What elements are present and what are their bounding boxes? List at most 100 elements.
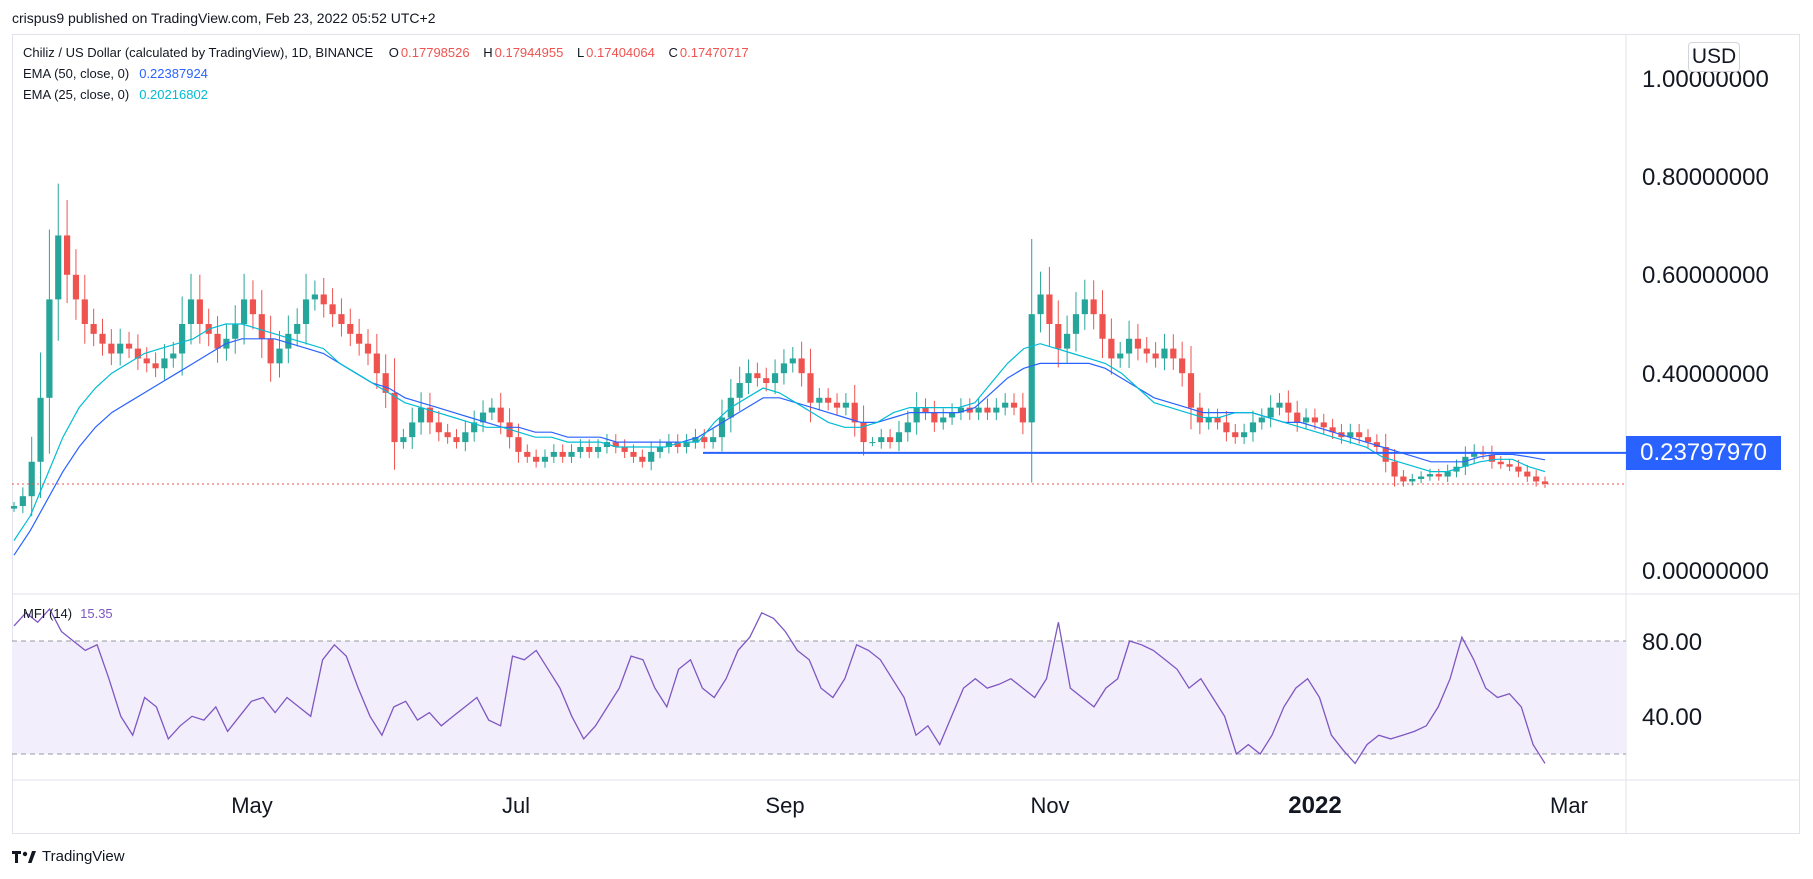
candle-down	[1488, 454, 1495, 462]
candle-down	[1329, 427, 1336, 433]
ema50-value: 0.22387924	[139, 66, 208, 81]
candle-down	[966, 407, 973, 413]
candle-down	[90, 324, 97, 334]
candle-up	[683, 442, 690, 447]
candle-up	[400, 437, 407, 443]
candle-down	[1364, 437, 1372, 443]
candle-down	[1187, 373, 1195, 408]
close-value: 0.17470717	[679, 45, 749, 60]
candle-up	[232, 324, 239, 339]
candle-down	[81, 299, 88, 324]
candle-up	[957, 407, 965, 413]
candle-down	[391, 392, 398, 443]
candle-down	[1090, 299, 1097, 315]
candle-down	[825, 397, 832, 403]
candle-down	[1019, 407, 1026, 423]
symbol-legend[interactable]: Chiliz / US Dollar (calculated by Tradin…	[23, 45, 759, 60]
candle-down	[1143, 348, 1150, 354]
candle-up	[1426, 474, 1434, 477]
candle-down	[364, 343, 372, 354]
close-key: C	[668, 45, 678, 60]
candle-down	[99, 333, 106, 344]
price-tick-label: 0.00000000	[1642, 558, 1769, 585]
candle-up	[710, 437, 717, 443]
mfi-band	[12, 641, 1626, 754]
ema25-line	[13, 323, 1546, 541]
candle-up	[1205, 417, 1212, 423]
candle-up	[161, 358, 168, 369]
candle-up	[940, 417, 947, 423]
candle-up	[771, 373, 779, 384]
candle-up	[1418, 476, 1425, 479]
candle-up	[179, 324, 186, 354]
mfi-tick-label: 40.00	[1642, 704, 1702, 731]
candle-down	[807, 373, 814, 403]
candle-up	[594, 447, 602, 452]
candle-down	[1046, 294, 1053, 324]
candle-down	[1170, 348, 1177, 359]
candle-up	[656, 447, 664, 452]
candle-up	[28, 461, 35, 497]
candle-up	[1125, 338, 1133, 354]
candle-up	[1444, 471, 1451, 477]
mfi-legend[interactable]: MFI (14) 15.35	[23, 606, 113, 621]
candle-down	[1294, 412, 1301, 423]
tradingview-brand[interactable]: TradingView	[12, 848, 125, 865]
currency-button[interactable]: USD	[1688, 42, 1740, 72]
candle-down	[887, 437, 894, 443]
time-tick-label: May	[231, 793, 273, 818]
candle-up	[718, 417, 726, 438]
candle-down	[453, 437, 460, 443]
candle-down	[64, 235, 71, 275]
open-key: O	[388, 45, 399, 60]
candle-up	[577, 447, 584, 452]
candle-down	[1214, 417, 1221, 423]
candle-up	[568, 451, 575, 457]
candle-down	[984, 407, 991, 413]
horizontal-line-price-label: 0.23797970	[1626, 435, 1781, 470]
candle-down	[1055, 324, 1062, 349]
candle-up	[117, 343, 124, 354]
candle-down	[1320, 422, 1327, 428]
candle-up	[789, 358, 796, 364]
candle-up	[1072, 314, 1080, 334]
candle-up	[302, 299, 310, 324]
candle-down	[329, 304, 336, 315]
candle-up	[869, 442, 876, 444]
candle-up	[19, 496, 26, 507]
candle-down	[1541, 481, 1549, 484]
candle-down	[798, 358, 805, 374]
candle-down	[152, 363, 159, 369]
candle-up	[1081, 299, 1088, 315]
symbol-title: Chiliz / US Dollar (calculated by Tradin…	[23, 45, 374, 60]
ema25-label: EMA (25, close, 0)	[23, 87, 130, 102]
candle-down	[630, 451, 637, 457]
candle-down	[338, 314, 345, 324]
candle-up	[878, 437, 885, 443]
candle-up	[816, 397, 823, 403]
candle-down	[931, 412, 938, 423]
candle-up	[1258, 417, 1265, 423]
candle-down	[1400, 476, 1407, 482]
candle-up	[471, 422, 478, 433]
candle-up	[1002, 402, 1009, 408]
tradingview-logo-icon	[12, 850, 36, 863]
candle-down	[860, 422, 867, 443]
ema25-legend[interactable]: EMA (25, close, 0) 0.20216802	[23, 87, 210, 102]
candle-down	[382, 373, 389, 393]
candle-down	[1285, 402, 1292, 413]
candle-down	[1382, 447, 1389, 462]
mfi-tick-label: 80.00	[1642, 629, 1702, 656]
candle-up	[240, 299, 248, 324]
mfi-line	[13, 607, 1546, 765]
ema50-legend[interactable]: EMA (50, close, 0) 0.22387924	[23, 66, 210, 81]
candle-up	[948, 412, 956, 418]
candle-down	[143, 358, 150, 364]
candle-down	[1232, 432, 1239, 438]
candle-up	[895, 432, 903, 443]
candle-up	[541, 456, 549, 462]
candle-down	[125, 343, 133, 349]
candle-down	[1152, 353, 1159, 359]
candle-down	[524, 451, 531, 457]
